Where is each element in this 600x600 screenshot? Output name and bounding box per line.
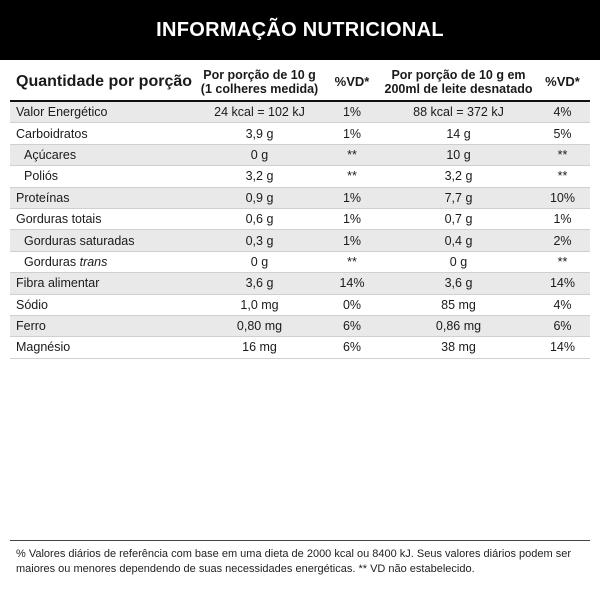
table-row: Magnésio 16 mg 6% 38 mg 14% xyxy=(10,336,590,359)
value-milk: 0,86 mg xyxy=(382,315,535,338)
nutrient-label-main: Gorduras xyxy=(24,254,77,269)
value-milk: 14 g xyxy=(382,122,535,145)
value-10g: 0 g xyxy=(197,251,322,274)
value-milk: 0,7 g xyxy=(382,208,535,231)
vd-10g: ** xyxy=(322,251,382,274)
vd-10g: 6% xyxy=(322,336,382,359)
nutrient-label: Ferro xyxy=(10,315,197,338)
table-row: Sódio 1,0 mg 0% 85 mg 4% xyxy=(10,294,590,316)
nutrient-label: Fibra alimentar xyxy=(10,272,197,295)
footnote-divider xyxy=(10,540,590,541)
value-10g: 0,9 g xyxy=(197,187,322,209)
nutrient-label: Valor Energético xyxy=(10,101,197,124)
vd-milk: ** xyxy=(535,144,590,167)
vd-milk: 4% xyxy=(535,294,590,316)
table-row: Fibra alimentar 3,6 g 14% 3,6 g 14% xyxy=(10,272,590,295)
value-milk: 88 kcal = 372 kJ xyxy=(382,101,535,124)
nutrient-label: Poliós xyxy=(10,165,197,188)
header-serving-10g: Por porção de 10 g (1 colheres medida) xyxy=(197,64,322,102)
vd-10g: 0% xyxy=(322,294,382,316)
nutrient-label: Proteínas xyxy=(10,187,197,209)
vd-milk: 6% xyxy=(535,315,590,338)
nutrient-label-italic: trans xyxy=(79,254,108,269)
vd-10g: ** xyxy=(322,144,382,167)
vd-milk: 4% xyxy=(535,101,590,124)
table-row: Gorduras trans 0 g ** 0 g ** xyxy=(10,251,590,274)
vd-milk: ** xyxy=(535,251,590,274)
vd-10g: ** xyxy=(322,165,382,188)
value-10g: 3,9 g xyxy=(197,122,322,145)
table-row: Ferro 0,80 mg 6% 0,86 mg 6% xyxy=(10,315,590,338)
value-10g: 24 kcal = 102 kJ xyxy=(197,101,322,124)
nutrient-label: Sódio xyxy=(10,294,197,316)
value-10g: 1,0 mg xyxy=(197,294,322,316)
value-10g: 0,6 g xyxy=(197,208,322,231)
vd-10g: 14% xyxy=(322,272,382,295)
page-title: INFORMAÇÃO NUTRICIONAL xyxy=(156,18,444,41)
title-bar: INFORMAÇÃO NUTRICIONAL xyxy=(0,0,600,60)
table-row: Valor Energético 24 kcal = 102 kJ 1% 88 … xyxy=(10,101,590,124)
value-10g: 0,3 g xyxy=(197,229,322,252)
vd-10g: 6% xyxy=(322,315,382,338)
vd-milk: ** xyxy=(535,165,590,188)
table-row: Gorduras saturadas 0,3 g 1% 0,4 g 2% xyxy=(10,229,590,252)
vd-milk: 10% xyxy=(535,187,590,209)
table-row: Proteínas 0,9 g 1% 7,7 g 10% xyxy=(10,187,590,209)
table-row: Poliós 3,2 g ** 3,2 g ** xyxy=(10,165,590,188)
value-10g: 3,6 g xyxy=(197,272,322,295)
header-vd-2: %VD* xyxy=(535,64,590,102)
value-milk: 3,6 g xyxy=(382,272,535,295)
vd-10g: 1% xyxy=(322,101,382,124)
footnote: % Valores diários de referência com base… xyxy=(16,548,571,575)
value-10g: 3,2 g xyxy=(197,165,322,188)
nutrient-label: Açúcares xyxy=(10,144,197,167)
header-vd-1: %VD* xyxy=(322,64,382,102)
nutrition-table: Quantidade por porção Por porção de 10 g… xyxy=(10,64,590,359)
vd-10g: 1% xyxy=(322,229,382,252)
header-quantity-label: Quantidade por porção xyxy=(10,64,197,102)
nutrient-label: Gorduras trans xyxy=(10,251,197,274)
nutrient-label: Carboidratos xyxy=(10,122,197,145)
table-row: Açúcares 0 g ** 10 g ** xyxy=(10,144,590,167)
vd-milk: 14% xyxy=(535,272,590,295)
nutrient-label: Gorduras totais xyxy=(10,208,197,231)
vd-10g: 1% xyxy=(322,187,382,209)
header-serving-milk: Por porção de 10 g em 200ml de leite des… xyxy=(382,64,535,102)
value-10g: 0 g xyxy=(197,144,322,167)
value-10g: 0,80 mg xyxy=(197,315,322,338)
vd-10g: 1% xyxy=(322,208,382,231)
value-milk: 3,2 g xyxy=(382,165,535,188)
value-milk: 38 mg xyxy=(382,336,535,359)
value-milk: 7,7 g xyxy=(382,187,535,209)
value-10g: 16 mg xyxy=(197,336,322,359)
vd-milk: 1% xyxy=(535,208,590,231)
table-row: Gorduras totais 0,6 g 1% 0,7 g 1% xyxy=(10,208,590,231)
vd-milk: 14% xyxy=(535,336,590,359)
value-milk: 10 g xyxy=(382,144,535,167)
value-milk: 85 mg xyxy=(382,294,535,316)
value-milk: 0 g xyxy=(382,251,535,274)
table-header-row: Quantidade por porção Por porção de 10 g… xyxy=(10,64,590,102)
vd-milk: 5% xyxy=(535,122,590,145)
table-row: Carboidratos 3,9 g 1% 14 g 5% xyxy=(10,122,590,145)
nutrient-label: Gorduras saturadas xyxy=(10,229,197,252)
value-milk: 0,4 g xyxy=(382,229,535,252)
nutrient-label: Magnésio xyxy=(10,336,197,359)
vd-milk: 2% xyxy=(535,229,590,252)
vd-10g: 1% xyxy=(322,122,382,145)
